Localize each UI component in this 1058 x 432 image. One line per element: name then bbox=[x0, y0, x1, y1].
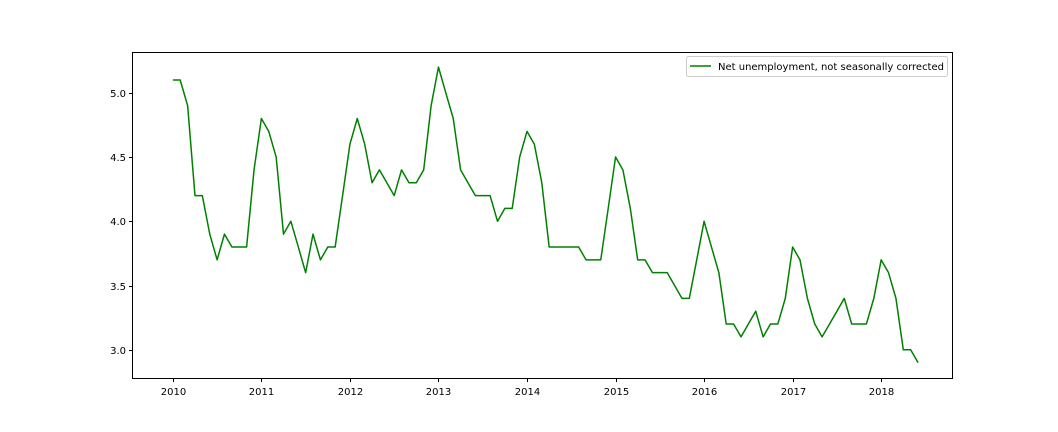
series-line bbox=[172, 66, 919, 363]
x-tick-label: 2015 bbox=[604, 387, 629, 398]
y-tick-label: 3.5 bbox=[110, 282, 126, 293]
x-tick-label: 2010 bbox=[161, 387, 186, 398]
y-tick-label: 3.0 bbox=[110, 346, 126, 357]
y-tick-label: 4.5 bbox=[110, 153, 126, 164]
y-tick-label: 4.0 bbox=[110, 217, 126, 228]
legend-box bbox=[686, 56, 948, 77]
x-tick-label: 2018 bbox=[869, 387, 894, 398]
y-tick-label: 5.0 bbox=[110, 89, 126, 100]
x-tick-label: 2011 bbox=[249, 387, 274, 398]
x-tick-label: 2017 bbox=[781, 387, 806, 398]
x-tick-label: 2014 bbox=[515, 387, 540, 398]
legend-label: Net unemployment, not seasonally correct… bbox=[718, 62, 944, 73]
plot-frame bbox=[132, 52, 953, 379]
x-tick-label: 2016 bbox=[692, 387, 717, 398]
series-layer bbox=[172, 66, 919, 363]
x-tick-label: 2012 bbox=[338, 387, 363, 398]
x-tick-label: 2013 bbox=[426, 387, 451, 398]
ticks-layer: 2010 2011 2012 2013 2014 2015 2016 2017 2018 3.0 3… bbox=[110, 89, 894, 398]
legend: Net unemployment, not seasonally correct… bbox=[686, 56, 948, 77]
